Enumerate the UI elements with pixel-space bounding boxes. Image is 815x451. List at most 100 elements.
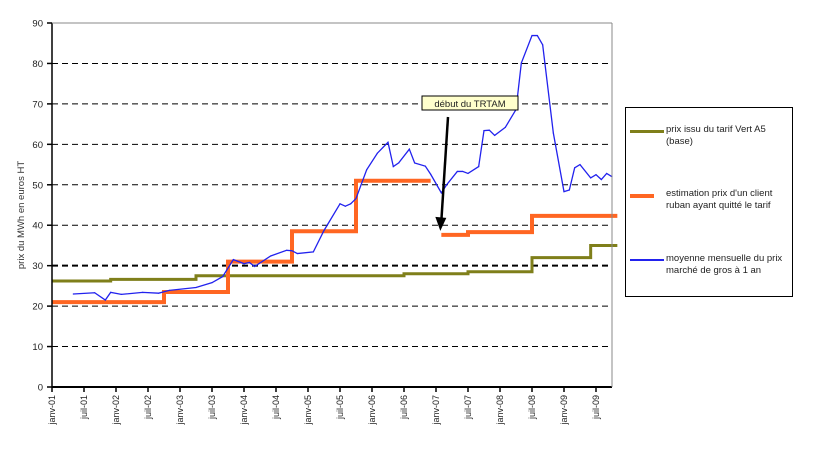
- data-point: [286, 249, 288, 251]
- data-point: [142, 291, 144, 293]
- y-tick-label: 80: [32, 59, 43, 70]
- data-point: [424, 165, 426, 167]
- legend-swatch: [630, 259, 664, 261]
- data-point: [339, 203, 341, 205]
- data-point: [467, 172, 469, 175]
- data-point: [542, 44, 544, 46]
- data-point: [398, 162, 400, 164]
- y-tick-label: 60: [32, 140, 43, 151]
- data-point: [387, 141, 389, 143]
- x-tick-label: janv-02: [111, 395, 121, 426]
- annotation-box: [421, 95, 519, 111]
- x-tick-label: janv-04: [239, 395, 249, 426]
- data-point: [222, 275, 224, 278]
- y-tick-label: 90: [32, 19, 43, 30]
- data-point: [323, 229, 325, 232]
- x-tick-label: janv-09: [559, 395, 569, 426]
- data-point: [408, 148, 410, 150]
- data-point: [392, 165, 394, 168]
- gridlines: [52, 22, 612, 348]
- data-point: [483, 129, 485, 132]
- data-point: [296, 252, 298, 255]
- data-point: [478, 165, 480, 168]
- data-point: [590, 177, 592, 179]
- legend-item-tarif-vert: prix issu du tarif Vert A5 (base): [630, 124, 788, 148]
- data-point: [312, 251, 314, 253]
- data-point: [72, 293, 74, 295]
- data-point: [536, 34, 538, 37]
- x-tick-label: juil-09: [591, 395, 601, 420]
- data-point: [254, 265, 256, 268]
- series-client-ruban: [52, 178, 431, 305]
- data-point: [248, 261, 250, 264]
- legend-item-marche-gros: moyenne mensuelle du prix marché de gros…: [630, 253, 788, 277]
- legend-label: prix issu du tarif Vert A5 (base): [666, 124, 766, 147]
- data-point: [120, 293, 122, 295]
- legend-swatch: [630, 130, 664, 133]
- annotation-arrowhead: [435, 216, 447, 231]
- data-point: [462, 170, 464, 173]
- data-point: [579, 163, 581, 166]
- axes: [51, 22, 613, 388]
- y-tick-label: 40: [32, 221, 43, 232]
- data-point: [195, 286, 197, 289]
- y-tick-label: 30: [32, 261, 43, 272]
- x-tick-label: janv-05: [303, 395, 313, 426]
- data-point: [168, 289, 170, 291]
- legend-label: moyenne mensuelle du prix marché de gros…: [666, 253, 783, 276]
- data-point: [504, 126, 506, 128]
- data-point: [446, 184, 448, 186]
- data-point: [110, 291, 112, 293]
- data-point: [270, 255, 272, 257]
- data-point: [158, 292, 160, 294]
- data-point: [600, 178, 602, 181]
- data-point: [355, 197, 357, 200]
- data-point: [606, 172, 608, 175]
- data-point: [520, 62, 522, 64]
- data-point: [350, 203, 352, 205]
- x-tick-label: janv-07: [431, 395, 441, 426]
- data-point: [440, 192, 442, 194]
- x-tick-label: juil-06: [399, 395, 409, 420]
- series-layer: [52, 34, 618, 305]
- x-tick-label: juil-08: [527, 395, 537, 420]
- legend-item-client-ruban: estimation prix d'un client ruban ayant …: [630, 188, 788, 212]
- data-point: [430, 173, 432, 175]
- data-point: [494, 134, 496, 137]
- data-point: [563, 191, 565, 193]
- x-tick-label: janv-06: [367, 395, 377, 426]
- y-tick-label: 70: [32, 99, 43, 110]
- data-point: [344, 205, 346, 207]
- y-tick-label: 20: [32, 302, 43, 313]
- annotation-text: début du TRTAM: [434, 99, 505, 110]
- data-point: [366, 169, 368, 171]
- data-point: [211, 282, 213, 284]
- data-point: [456, 170, 458, 173]
- x-tick-label: janv-01: [47, 395, 57, 426]
- annotation: début du TRTAM: [421, 95, 519, 231]
- x-tick-label: juil-05: [335, 395, 345, 420]
- data-point: [232, 259, 234, 261]
- series-client-ruban: [441, 213, 618, 237]
- legend-swatch: [630, 194, 654, 198]
- x-tick-label: janv-03: [175, 395, 185, 426]
- data-point: [291, 250, 293, 252]
- x-tick-label: juil-01: [79, 395, 89, 420]
- y-tick-label: 10: [32, 342, 43, 353]
- data-point: [574, 167, 576, 169]
- x-tick-label: juil-03: [207, 395, 217, 420]
- data-point: [104, 299, 106, 301]
- data-point: [531, 34, 533, 37]
- data-point: [376, 152, 378, 154]
- legend-label: estimation prix d'un client ruban ayant …: [666, 188, 773, 211]
- y-tick-label: 50: [32, 180, 43, 191]
- x-tick-label: janv-08: [495, 395, 505, 426]
- series-tarif-vert: [52, 243, 618, 283]
- y-axis-ticks: 0 10 20 30 40 50 60 70 80 90: [32, 19, 52, 394]
- annotation-arrow: [440, 116, 450, 222]
- data-point: [414, 162, 416, 164]
- data-point: [595, 174, 597, 176]
- data-point: [94, 292, 96, 294]
- data-point: [568, 189, 570, 191]
